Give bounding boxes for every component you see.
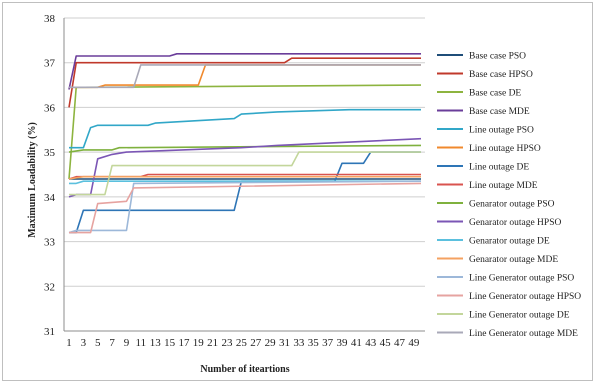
x-tick-label: 31 <box>279 337 290 349</box>
y-tick-label: 32 <box>44 281 55 293</box>
x-tick-label: 5 <box>95 337 101 349</box>
x-tick-label: 13 <box>150 337 162 349</box>
legend: Base case PSO Base case HPSO Base case DE B… <box>437 52 581 339</box>
x-tick-label: 45 <box>380 337 392 349</box>
x-tick-label: 1 <box>66 337 72 349</box>
x-tick-label: 29 <box>265 337 277 349</box>
series-line-9 <box>68 144 422 153</box>
x-tick-label: 27 <box>250 337 262 349</box>
y-tick-label: 38 <box>44 13 56 25</box>
x-tick-label: 23 <box>222 337 234 349</box>
axes <box>63 18 425 332</box>
legend-label: Genarator outage HPSO <box>469 218 561 228</box>
legend-label: Line Generator outage DE <box>469 311 570 321</box>
series-line-6 <box>69 64 421 89</box>
x-tick-label: 11 <box>136 337 147 349</box>
x-tick-label: 21 <box>207 337 218 349</box>
legend-label: Genarator outage MDE <box>469 255 558 265</box>
legend-label: Line Generator outage HPSO <box>469 292 581 302</box>
y-tick-label: 31 <box>44 326 55 338</box>
x-tick-label: 39 <box>336 337 348 349</box>
series-line-13 <box>68 180 422 234</box>
x-axis-label: Number of iteartions <box>200 364 289 375</box>
legend-label: Line outage DE <box>469 163 529 173</box>
legend-label: Genarator outage PSO <box>469 200 555 210</box>
legend-label: Base case HPSO <box>469 70 533 80</box>
legend-label: Line Generator outage MDE <box>469 329 578 339</box>
x-tick-label: 37 <box>322 337 334 349</box>
legend-label: Genarator outage DE <box>469 237 550 247</box>
x-tick-label: 49 <box>408 337 420 349</box>
legend-label: Base case MDE <box>469 107 530 117</box>
series-line-11 <box>69 180 421 185</box>
x-tick-label: 41 <box>351 337 362 349</box>
series-line-12 <box>68 175 421 180</box>
y-tick-label: 36 <box>44 102 56 114</box>
series-line-15 <box>69 151 421 196</box>
x-tick-label: 33 <box>293 337 305 349</box>
series-line-2 <box>68 57 421 108</box>
legend-label: Line outage HPSO <box>469 144 541 154</box>
x-tick-label: 19 <box>193 337 205 349</box>
y-tick-label: 34 <box>44 192 56 204</box>
y-tick-label: 35 <box>44 147 56 159</box>
series-line-4 <box>68 53 421 90</box>
x-tick-label: 35 <box>308 337 320 349</box>
series-line-16 <box>69 64 421 89</box>
series-line-5 <box>69 108 421 149</box>
series-line-7 <box>69 151 421 234</box>
legend-label: Line Generator outage PSO <box>469 274 574 284</box>
x-tick-label: 43 <box>365 337 377 349</box>
legend-label: Line outage PSO <box>469 126 534 136</box>
x-tick-label: 47 <box>394 337 406 349</box>
legend-label: Base case DE <box>469 89 521 99</box>
x-tick-label: 9 <box>124 337 130 349</box>
x-tick-label: 15 <box>164 337 176 349</box>
x-tick-label: 17 <box>178 337 190 349</box>
legend-label: Line outage MDE <box>469 181 538 191</box>
x-tick-label: 7 <box>109 337 115 349</box>
y-axis-label: Maximum Loadability (%) <box>27 122 38 238</box>
series-lines <box>68 53 422 234</box>
legend-label: Base case PSO <box>469 52 526 62</box>
x-tick-label: 25 <box>236 337 248 349</box>
x-tick-label: 3 <box>81 337 87 349</box>
y-tick-label: 33 <box>44 237 56 249</box>
series-line-14 <box>69 182 422 234</box>
y-tick-label: 37 <box>44 58 56 70</box>
